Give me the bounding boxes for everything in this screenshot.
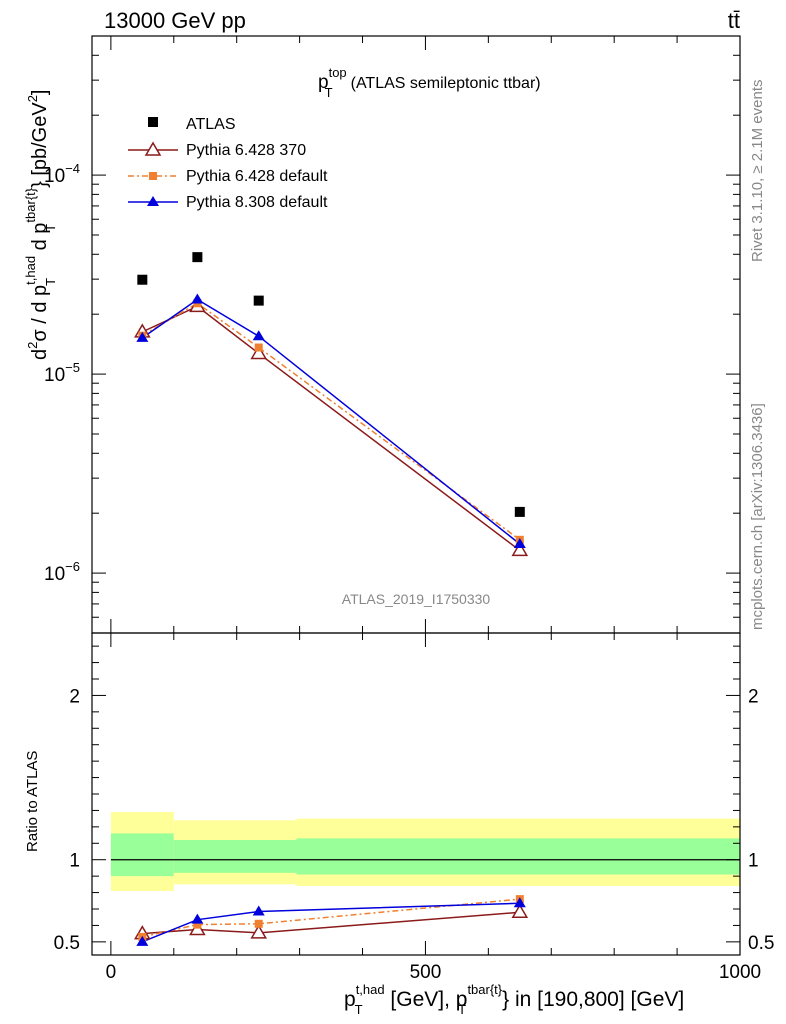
- ratio-panel: [110, 812, 740, 891]
- main-series-line-2: [141, 302, 521, 541]
- legend-py8-label: Pythia 8.308 default: [186, 194, 328, 211]
- ratio-y-tick-label-left: 1: [69, 851, 80, 872]
- x-tick-label: 1000: [719, 962, 761, 983]
- main-y-tick-label: 10−6: [44, 559, 80, 585]
- legend-py6-370-marker: [144, 141, 162, 156]
- ratio-uncertainty-band-inner: [220, 840, 297, 873]
- ratio-point: [511, 903, 529, 919]
- main-y-tick-label: 10−4: [44, 161, 80, 187]
- x-axis-label: pt,had T [GeV], ptbar{t} T} in [190,800] […: [344, 982, 684, 1017]
- ratio-series-line-0: [142, 911, 520, 935]
- ratio-y-tick-label-right: 0.5: [748, 933, 774, 954]
- legend-py8-marker: [147, 196, 159, 206]
- mcplots-label: mcplots.cern.ch [arXiv:1306.3436]: [749, 403, 766, 630]
- main-point: [250, 344, 268, 360]
- ratio-y-axis-label: Ratio to ATLAS: [24, 751, 41, 852]
- ratio-uncertainty-band-inner: [110, 833, 174, 877]
- legend-atlas-label: ATLAS: [186, 116, 236, 133]
- legend-py6-370-label: Pythia 6.428 370: [186, 142, 306, 159]
- legend-py6-default-marker: [149, 172, 157, 180]
- ratio-y-tick-label-right: 1: [748, 851, 759, 872]
- ratio-point: [254, 919, 263, 928]
- main-point: [192, 252, 203, 263]
- ratio-y-tick-label-left: 0.5: [54, 933, 80, 954]
- main-series-line-3: [141, 298, 521, 545]
- analysis-watermark: ATLAS_2019_I1750330: [342, 591, 491, 607]
- main-point: [136, 331, 149, 342]
- title-rest: (ATLAS semileptonic ttbar): [351, 75, 541, 92]
- main-point: [511, 541, 529, 557]
- main-point: [137, 274, 148, 285]
- ratio-point: [250, 924, 268, 939]
- ratio-series-line-2: [142, 902, 520, 943]
- ratio-uncertainty-band-inner: [173, 840, 221, 873]
- ratio-point: [513, 897, 526, 908]
- main-point: [513, 538, 526, 549]
- main-y-tick-label: 10−5: [44, 360, 80, 386]
- main-y-axis-label: d2σ / d pt,had T d ptbar{t}T} [pb/GeV2]: [23, 90, 58, 361]
- ratio-uncertainty-band-inner: [296, 838, 740, 875]
- main-point: [514, 506, 525, 517]
- legend-atlas-marker: [148, 117, 158, 127]
- title-sup: top: [329, 65, 347, 80]
- ratio-y-tick-label-left: 2: [69, 686, 80, 707]
- ratio-point: [191, 913, 204, 924]
- main-title: ptop T (ATLAS semileptonic ttbar): [318, 65, 541, 100]
- main-point: [254, 343, 263, 352]
- rivet-label: Rivet 3.1.10, ≥ 2.1M events: [749, 80, 766, 263]
- x-tick-label: 0: [106, 962, 117, 983]
- main-point: [253, 295, 264, 306]
- ratio-point: [136, 935, 149, 946]
- legend: ATLAS Pythia 6.428 370 Pythia 6.428 defa…: [128, 116, 328, 211]
- main-series-line-1: [142, 305, 521, 552]
- main-point: [252, 330, 265, 341]
- title-sub: T: [325, 85, 333, 100]
- ratio-y-tick-label-right: 2: [748, 686, 759, 707]
- ratio-point: [252, 905, 265, 916]
- main-point: [191, 293, 204, 304]
- ratio-point: [193, 920, 202, 929]
- x-tick-label: 500: [410, 962, 442, 983]
- process-label: tt̄: [728, 8, 740, 33]
- energy-label: 13000 GeV pp: [104, 8, 246, 33]
- ratio-frame: [91, 632, 741, 956]
- main-panel: 10−6 10−5 10−4: [44, 35, 741, 955]
- legend-py6-default-label: Pythia 6.428 default: [186, 168, 328, 185]
- title-p: p: [318, 72, 329, 93]
